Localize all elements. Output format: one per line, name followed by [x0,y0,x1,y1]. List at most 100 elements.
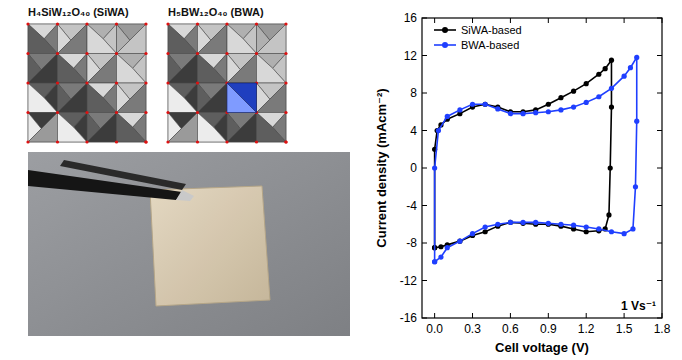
polyhedron-face [198,83,228,113]
cv-point [432,259,437,264]
cv-point [508,220,513,225]
oxygen-atom [166,81,169,84]
oxygen-atom [284,111,287,114]
cv-point [609,229,614,234]
oxygen-atom [144,22,147,25]
oxygen-atom [196,81,199,84]
y-tick-label: -12 [400,274,418,288]
cv-point [584,100,589,105]
y-tick-label: -8 [406,236,417,250]
polyhedron-face [198,54,228,84]
oxygen-atom [196,140,199,143]
x-tick-label: 0.6 [502,322,519,336]
oxygen-atom [196,52,199,55]
cv-point [457,107,462,112]
oxygen-atom [85,81,88,84]
oxygen-atom [144,111,147,114]
cv-point [546,102,551,107]
tweezers [60,160,186,190]
polyhedron-face [168,83,198,113]
y-tick-label: 16 [404,11,418,25]
cv-point [546,109,551,114]
polyhedron-face [58,24,88,54]
structure-label: H₄SiW₁₂O₄₀ (SiWA) [28,6,129,18]
y-tick [657,318,662,319]
oxygen-atom [56,140,59,143]
oxygen-atom [225,140,228,143]
oxygen-atom [166,52,169,55]
legend-marker [442,42,448,48]
cv-point [608,165,613,170]
central-tetrahedron [227,83,257,113]
cv-point [432,165,437,170]
cv-point [495,222,500,227]
oxygen-atom [115,81,118,84]
cv-point [457,239,462,244]
oxygen-atom [144,140,147,143]
cv-point [520,111,525,116]
y-tick [422,280,427,281]
polyhedron-face [58,83,88,113]
cv-point [520,221,525,226]
cv-curve [435,57,637,261]
oxygen-atom [26,52,29,55]
polyhedron-face [198,113,228,143]
y-tick-label: -16 [400,311,418,325]
x-tick [434,313,435,318]
legend-label: SiWA-based [461,24,522,36]
polyhedron-face [168,113,198,143]
y-tick-label: 0 [410,161,417,175]
polyhedron-face [168,54,198,84]
polyhedron-face [58,113,88,143]
cv-point [483,224,488,229]
y-tick [422,130,427,131]
cv-point [445,245,450,250]
oxygen-atom [26,81,29,84]
x-tick-label: 1.2 [578,322,595,336]
polyhedron-face [257,54,287,84]
cv-point [470,102,475,107]
cv-point [633,184,638,189]
x-tick-label: 0.0 [426,322,443,336]
polyhedron-face [257,83,287,113]
cv-point [483,102,488,107]
cv-point [508,111,513,116]
polyhedron-face [28,54,58,84]
y-tick [422,243,427,244]
x-tick [548,18,549,23]
cv-point [508,220,513,225]
cv-point [571,104,576,109]
y-tick-label: 12 [404,49,418,63]
x-tick-label: 0.9 [540,322,557,336]
oxygen-atom [115,22,118,25]
structure-bg [28,24,146,142]
x-tick [434,18,435,23]
cv-point [606,212,611,217]
oxygen-atom [166,111,169,114]
cv-point [622,74,627,79]
y-tick [422,318,427,319]
cv-point [436,128,441,133]
polyhedron-face [227,24,257,54]
polyhedron-face [227,113,257,143]
cv-point [558,107,563,112]
x-tick [510,18,511,23]
polyhedron-face [87,24,117,54]
cv-point [438,244,443,249]
cv-point [457,239,462,244]
central-tetrahedron [227,83,257,113]
oxygen-atom [26,140,29,143]
y-tick [657,130,662,131]
polyhedron-face [117,83,147,113]
oxygen-atom [56,22,59,25]
oxygen-atom [166,22,169,25]
oxygen-atom [225,22,228,25]
membrane-film [150,186,270,306]
cv-point [546,221,551,226]
y-tick [657,93,662,94]
figure: H₄SiW₁₂O₄₀ (SiWA)H₅BW₁₂O₄₀ (BWA)-16-12-8… [0,0,682,360]
cv-point [495,106,500,111]
polyhedron-face [168,24,198,54]
oxygen-atom [56,52,59,55]
cv-point [558,95,563,100]
